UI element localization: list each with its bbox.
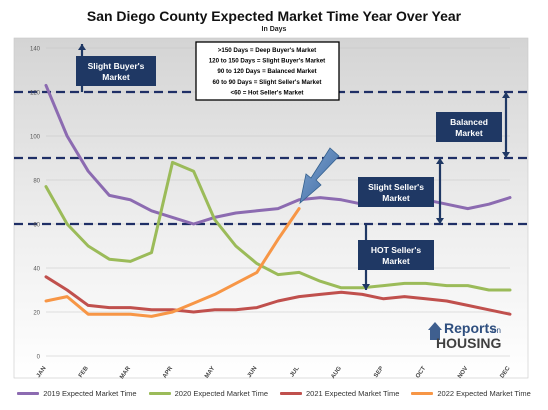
slight-buyers-callout-box [76, 56, 156, 86]
x-tick-label: JUL [289, 365, 301, 378]
slight-sellers-arrow [436, 158, 444, 224]
logo-line2: HOUSING [436, 335, 501, 351]
slight-buyers-callout-text: Slight Buyer's [88, 61, 145, 71]
balanced-callout-text: Market [455, 128, 483, 138]
chart-subtitle: In Days [261, 26, 287, 33]
y-tick-label: 20 [33, 311, 40, 317]
market-key-line: 60 to 90 Days = Slight Seller's Market [213, 79, 322, 86]
chart-title: San Diego County Expected Market Time Ye… [86, 8, 462, 24]
slight-sellers-callout-box [358, 177, 434, 207]
legend-item: 2022 Expected Market Time [411, 386, 531, 400]
legend-swatch [17, 391, 40, 395]
x-tick-label: JUN [247, 366, 259, 379]
market-key-line: 90 to 120 Days = Balanced Market [217, 68, 316, 75]
y-tick-label: 80 [33, 179, 40, 185]
y-tick-label: 140 [30, 47, 41, 53]
hot-sellers-callout-text: HOT Seller's [371, 245, 421, 255]
pointer-arrow [299, 147, 340, 205]
legend-swatch [280, 391, 302, 395]
balanced-arrow-head-up [502, 92, 510, 98]
reports-on-housing-logo: Reports on HOUSING [428, 320, 501, 351]
legend-item: 2021 Expected Market Time [280, 386, 399, 400]
legend-label: 2022 Expected Market Time [437, 388, 531, 398]
slight-sellers-arrow-head-up [436, 158, 444, 164]
hot-sellers-callout-box [358, 240, 434, 270]
y-tick-label: 100 [30, 135, 41, 141]
slight-buyers-arrow-head-up [78, 44, 86, 50]
series-line [44, 275, 512, 316]
slight-sellers-arrow-head-down [436, 218, 444, 224]
logo-line1-small: on [492, 326, 501, 335]
series-line [44, 207, 301, 318]
y-tick-label: 120 [30, 91, 41, 97]
y-tick-label: 40 [33, 267, 40, 273]
hot-sellers-callout-text: Market [382, 256, 410, 266]
balanced-arrow [502, 92, 510, 158]
legend-swatch [411, 391, 434, 395]
market-key-line: <60 = Hot Seller's Market [230, 89, 303, 96]
slight-sellers-callout-text: Market [382, 193, 410, 203]
y-tick-label: 60 [33, 223, 40, 229]
balanced-arrow-head-down [502, 152, 510, 158]
market-key-box: >150 Days = Deep Buyer's Market 120 to 15… [195, 41, 340, 101]
legend-item: 2020 Expected Market Time [148, 386, 268, 400]
hot-sellers-arrow-head-down [362, 284, 370, 290]
market-key-line: >150 Days = Deep Buyer's Market [218, 47, 316, 54]
slight-buyers-callout-text: Market [102, 72, 130, 82]
y-tick-label: 0 [37, 355, 41, 361]
x-tick-label: JAN [36, 366, 48, 379]
market-key-line: 120 to 150 Days = Slight Buyer's Market [209, 58, 326, 65]
series-line [44, 160, 512, 292]
slight-sellers-callout-text: Slight Seller's [368, 182, 424, 192]
annotation-layer: Slight Buyer'sMarketBalancedMarketSlight… [76, 41, 510, 290]
legend-label: 2019 Expected Market Time [43, 388, 137, 398]
market-key-border [195, 41, 340, 101]
legend-item: 2019 Expected Market Time [17, 386, 137, 400]
balanced-callout-text: Balanced [450, 117, 488, 127]
balanced-callout-box [436, 112, 502, 142]
legend-label: 2020 Expected Market Time [174, 388, 268, 398]
logo-house-icon [428, 322, 442, 340]
x-tick-label: SEP [373, 366, 385, 379]
logo-line1: Reports [444, 320, 497, 336]
chart-legend: 2019 Expected Market Time 2020 Expected M… [0, 386, 548, 400]
legend-swatch [148, 391, 171, 395]
legend-label: 2021 Expected Market Time [306, 388, 400, 398]
